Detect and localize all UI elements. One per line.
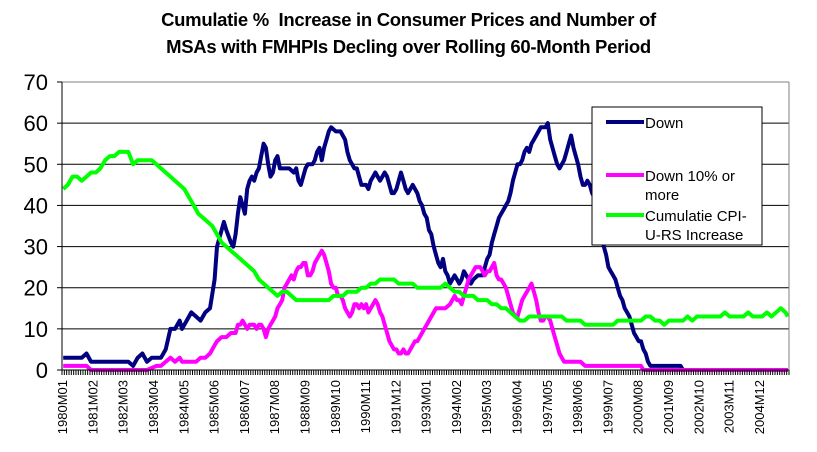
x-tick-label: 1996M04 bbox=[510, 380, 525, 434]
x-tick-label: 1998M06 bbox=[570, 380, 585, 434]
x-tick-label: 1988M09 bbox=[297, 380, 312, 434]
y-tick-label: 20 bbox=[24, 276, 48, 301]
x-tick-label: 1984M05 bbox=[176, 380, 191, 434]
x-tick-label: 1982M03 bbox=[116, 380, 131, 434]
y-tick-label: 30 bbox=[24, 235, 48, 260]
x-axis-ticks: 1980M01 1981M02 1982M03 1983M04 1984M05 1985M… bbox=[55, 380, 767, 434]
legend-label: Down 10% or bbox=[645, 168, 735, 185]
series-line-down bbox=[63, 121, 788, 372]
y-axis-ticks: 0 10 20 30 40 50 60 70 bbox=[24, 70, 48, 383]
y-tick-label: 60 bbox=[24, 111, 48, 136]
x-tick-label: 1990M11 bbox=[358, 380, 373, 433]
axes bbox=[57, 81, 790, 375]
series-line-down-10pct bbox=[63, 248, 788, 372]
series-lines bbox=[61, 121, 790, 372]
x-tick-label: 1995M03 bbox=[479, 380, 494, 434]
y-tick-label: 40 bbox=[24, 193, 48, 218]
x-tick-label: 1986M07 bbox=[237, 380, 252, 434]
x-tick-label: 2004M12 bbox=[752, 380, 767, 434]
legend-label: Cumulatie CPI- bbox=[645, 208, 747, 225]
y-tick-label: 50 bbox=[24, 152, 48, 177]
x-tick-label: 2002M10 bbox=[691, 380, 706, 434]
x-tick-label: 1993M01 bbox=[419, 380, 434, 434]
x-tick-label: 1989M10 bbox=[328, 380, 343, 434]
y-tick-label: 0 bbox=[36, 358, 48, 383]
y-tick-label: 70 bbox=[24, 70, 48, 95]
x-tick-label: 1997M05 bbox=[540, 380, 555, 434]
x-tick-label: 2001M09 bbox=[661, 380, 676, 434]
x-tick-label: 1983M04 bbox=[146, 380, 161, 434]
chart-title-line-2: MSAs with FMHPIs Decling over Rolling 60… bbox=[166, 36, 651, 57]
x-tick-label: 1987M08 bbox=[267, 380, 282, 434]
x-tick-label: 2000M08 bbox=[631, 380, 646, 434]
chart-title-line-1: Cumulatie % Increase in Consumer Prices … bbox=[161, 9, 656, 30]
series-line-cpi bbox=[61, 149, 790, 327]
legend-label: more bbox=[645, 187, 679, 204]
legend-label: Down bbox=[645, 115, 683, 132]
x-tick-label: 1991M12 bbox=[388, 380, 403, 434]
legend-label: U-RS Increase bbox=[645, 227, 743, 244]
x-tick-label: 1994M02 bbox=[449, 380, 464, 434]
chart-title: Cumulatie % Increase in Consumer Prices … bbox=[0, 6, 817, 60]
legend: Down Down 10% or more Cumulatie CPI- U-RS In… bbox=[591, 106, 763, 246]
x-tick-label: 1985M06 bbox=[207, 380, 222, 434]
x-tick-label: 1999M07 bbox=[600, 380, 615, 434]
x-tick-label: 1980M01 bbox=[55, 380, 70, 434]
y-tick-label: 10 bbox=[24, 317, 48, 342]
x-tick-label: 2003M11 bbox=[722, 380, 737, 433]
x-tick-label: 1981M02 bbox=[85, 380, 100, 434]
